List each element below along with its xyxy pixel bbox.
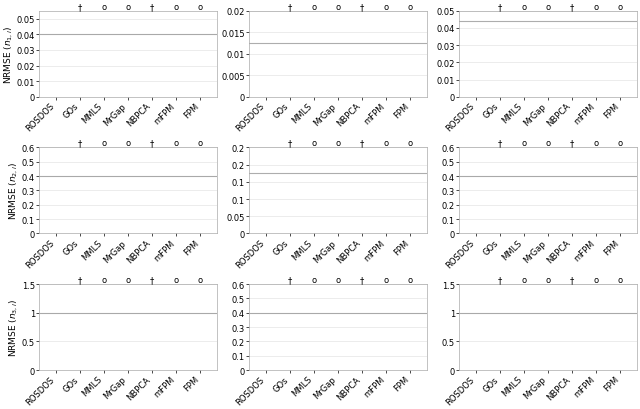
Text: †: † xyxy=(150,275,154,284)
Text: †: † xyxy=(570,139,574,148)
Text: o: o xyxy=(384,139,389,148)
Text: †: † xyxy=(288,275,292,284)
Text: †: † xyxy=(288,3,292,12)
Text: o: o xyxy=(384,275,389,284)
Text: o: o xyxy=(198,139,203,148)
Text: o: o xyxy=(312,275,317,284)
Y-axis label: NRMSE $(n_{2,l})$: NRMSE $(n_{2,l})$ xyxy=(8,162,20,220)
Text: o: o xyxy=(335,139,340,148)
Text: o: o xyxy=(198,275,203,284)
Text: o: o xyxy=(125,139,131,148)
Text: o: o xyxy=(384,3,389,12)
Text: o: o xyxy=(522,139,527,148)
Text: o: o xyxy=(102,275,107,284)
Text: †: † xyxy=(78,275,82,284)
Y-axis label: NRMSE $(n_{3,l})$: NRMSE $(n_{3,l})$ xyxy=(8,299,20,356)
Text: o: o xyxy=(546,3,551,12)
Text: o: o xyxy=(594,139,599,148)
Text: o: o xyxy=(618,275,623,284)
Text: o: o xyxy=(546,275,551,284)
Text: o: o xyxy=(618,139,623,148)
Text: †: † xyxy=(570,275,574,284)
Text: †: † xyxy=(360,3,364,12)
Text: o: o xyxy=(125,3,131,12)
Text: †: † xyxy=(360,139,364,148)
Text: o: o xyxy=(618,3,623,12)
Text: †: † xyxy=(498,3,502,12)
Text: †: † xyxy=(78,3,82,12)
Text: o: o xyxy=(312,3,317,12)
Text: o: o xyxy=(594,3,599,12)
Text: o: o xyxy=(312,139,317,148)
Text: †: † xyxy=(498,139,502,148)
Text: o: o xyxy=(594,275,599,284)
Text: †: † xyxy=(150,139,154,148)
Text: †: † xyxy=(288,139,292,148)
Text: o: o xyxy=(408,139,413,148)
Text: o: o xyxy=(522,3,527,12)
Text: †: † xyxy=(570,3,574,12)
Text: o: o xyxy=(102,139,107,148)
Text: †: † xyxy=(498,275,502,284)
Text: †: † xyxy=(360,275,364,284)
Text: †: † xyxy=(78,139,82,148)
Text: o: o xyxy=(125,275,131,284)
Text: o: o xyxy=(408,3,413,12)
Text: o: o xyxy=(546,139,551,148)
Y-axis label: NRMSE $(n_{1,l})$: NRMSE $(n_{1,l})$ xyxy=(3,26,15,83)
Text: o: o xyxy=(173,3,179,12)
Text: o: o xyxy=(335,275,340,284)
Text: o: o xyxy=(102,3,107,12)
Text: o: o xyxy=(408,275,413,284)
Text: o: o xyxy=(173,275,179,284)
Text: o: o xyxy=(335,3,340,12)
Text: †: † xyxy=(150,3,154,12)
Text: o: o xyxy=(198,3,203,12)
Text: o: o xyxy=(173,139,179,148)
Text: o: o xyxy=(522,275,527,284)
